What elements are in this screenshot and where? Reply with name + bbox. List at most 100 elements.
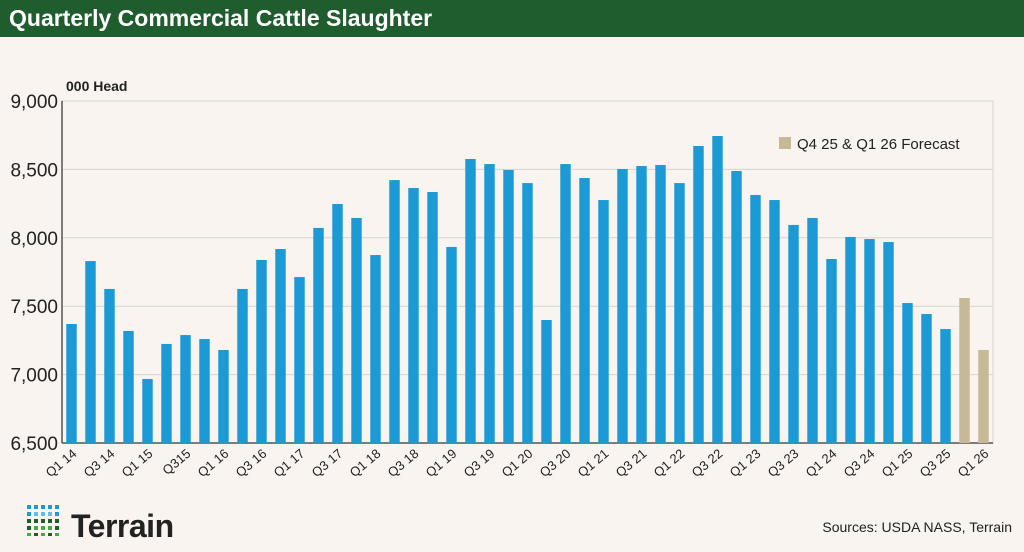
bar: [313, 227, 324, 443]
bar: [921, 313, 932, 443]
logo-dot: [34, 533, 38, 536]
logo-dot: [48, 505, 52, 509]
x-tick-label: Q3 20: [537, 446, 574, 480]
y-tick-label: 8,000: [10, 229, 58, 250]
logo-dot: [41, 512, 45, 516]
bar: [218, 349, 229, 443]
bar: [864, 239, 875, 443]
x-tick-label: Q3 14: [81, 446, 118, 480]
logo-dot: [27, 512, 31, 516]
logo-dot: [27, 519, 31, 523]
bar: [541, 320, 552, 443]
y-axis-unit-label: 000 Head: [66, 78, 127, 94]
x-tick-label: Q3 21: [613, 446, 650, 480]
logo-dot: [55, 533, 59, 536]
bar: [788, 224, 799, 443]
x-tick-label: Q1 20: [499, 446, 536, 480]
bar: [522, 183, 533, 443]
x-tick-label: Q3 16: [233, 446, 270, 480]
bar: [427, 191, 438, 443]
bar: [294, 277, 305, 443]
chart-title: Quarterly Commercial Cattle Slaughter: [9, 5, 433, 31]
terrain-logo-icon: [27, 505, 59, 536]
bar: [351, 217, 362, 443]
bar: [256, 259, 267, 443]
logo-dot: [34, 512, 38, 516]
y-tick-label: 7,000: [10, 366, 58, 387]
bar: [769, 200, 780, 443]
logo-dot: [55, 512, 59, 516]
logo-text: Terrain: [71, 508, 174, 544]
x-tick-label: Q3 19: [461, 446, 498, 480]
bar: [845, 236, 856, 443]
x-tick-label: Q1 21: [575, 446, 612, 480]
x-tick-label: Q3 22: [689, 446, 726, 480]
bar: [275, 249, 286, 443]
x-tick-label: Q1 17: [271, 446, 308, 480]
logo-dot: [55, 519, 59, 523]
bar: [807, 217, 818, 443]
x-tick-label: Q3 24: [841, 446, 878, 480]
bar: [389, 180, 400, 443]
x-tick-label: Q3 18: [385, 446, 422, 480]
x-tick-label: Q1 16: [195, 446, 232, 480]
x-tick-label: Q315: [159, 446, 193, 478]
bar: [66, 323, 77, 443]
bar: [560, 164, 571, 443]
logo-dot: [27, 526, 31, 530]
header-bar: Quarterly Commercial Cattle Slaughter: [0, 0, 1024, 37]
x-tick-label: Q3 17: [309, 446, 346, 480]
x-tick-label: Q3 23: [765, 446, 802, 480]
bar: [104, 288, 115, 443]
y-tick-label: 9,000: [10, 92, 58, 113]
logo-dot: [41, 519, 45, 523]
bar: [123, 330, 134, 443]
x-tick-label: Q1 19: [423, 446, 460, 480]
bar: [579, 178, 590, 443]
bar: [408, 188, 419, 443]
logo-dot: [41, 526, 45, 530]
bar: [598, 200, 609, 443]
logo-dot: [41, 505, 45, 509]
bar: [883, 242, 894, 443]
bar: [636, 165, 647, 444]
sources-note: Sources: USDA NASS, Terrain: [822, 519, 1012, 535]
bar: [370, 255, 381, 443]
legend-label: Q4 25 & Q1 26 Forecast: [797, 136, 960, 153]
logo-dot: [34, 526, 38, 530]
bar: [446, 246, 457, 443]
bar: [237, 288, 248, 443]
bar: [750, 194, 761, 443]
logo-dot: [27, 533, 31, 536]
bar: [161, 343, 172, 443]
logo-dot: [48, 512, 52, 516]
bar: [712, 136, 723, 443]
x-tick-label: Q1 26: [955, 446, 992, 480]
bar: [199, 339, 210, 443]
x-tick-label: Q1 18: [347, 446, 384, 480]
logo-dot: [27, 505, 31, 509]
bar: [826, 259, 837, 443]
forecast-bar: [978, 349, 989, 443]
logo-dot: [34, 505, 38, 509]
bar: [693, 146, 704, 443]
x-tick-label: Q3 25: [917, 446, 954, 480]
bar: [465, 159, 476, 443]
x-tick-label: Q1 22: [651, 446, 688, 480]
bar: [142, 378, 153, 443]
bar: [655, 165, 666, 443]
logo-dot: [48, 526, 52, 530]
bar: [503, 169, 514, 443]
bar: [180, 335, 191, 443]
logo-dot: [48, 519, 52, 523]
x-tick-label: Q1 25: [879, 446, 916, 480]
x-tick-label: Q1 23: [727, 446, 764, 480]
logo-dot: [41, 533, 45, 536]
y-tick-label: 7,500: [10, 297, 58, 318]
logo-dot: [48, 533, 52, 536]
bar: [617, 168, 628, 443]
logo-dot: [55, 505, 59, 509]
bar: [85, 261, 96, 443]
logo-dot: [55, 526, 59, 530]
